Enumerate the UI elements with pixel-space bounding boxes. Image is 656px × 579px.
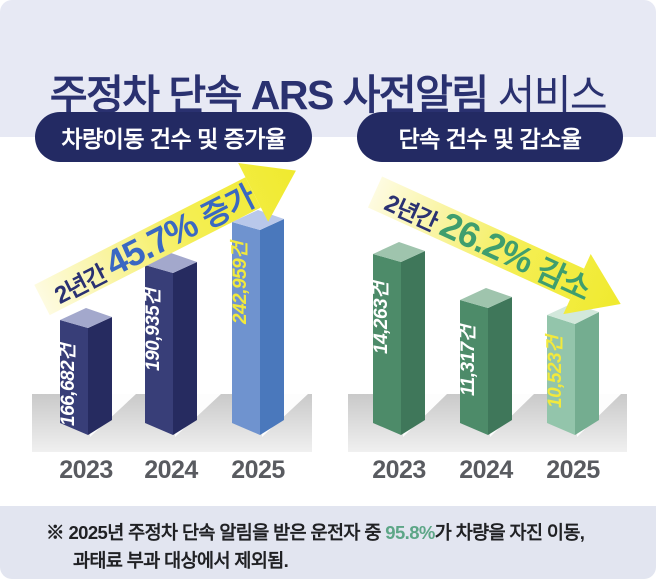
movement-bar-chart: 166,682건 190,935건 242,959건 2023 2024 202…	[32, 163, 312, 484]
movement-year-2025: 2025	[231, 456, 285, 484]
footnote: ※ 2025년 주정차 단속 알림을 받은 운전자 중 95.8%가 차량을 자…	[0, 506, 656, 579]
enforcement-chart-badge: 단속 건수 및 감소율	[357, 112, 623, 162]
footnote-line1-pre: 2025년 주정차 단속 알림을 받은 운전자 중	[68, 522, 386, 543]
movement-bar-2023: 166,682건	[57, 308, 112, 435]
page-title: 주정차 단속 ARS 사전알림 서비스	[0, 61, 656, 121]
footnote-marker: ※	[46, 522, 69, 543]
movement-year-2023: 2023	[59, 456, 113, 484]
movement-value-2024: 190,935건	[142, 286, 164, 371]
movement-chart-badge-label: 차량이동 건수 및 증가율	[61, 126, 286, 152]
footnote-line2: 과태료 부과 대상에서 제외됨.	[73, 549, 289, 571]
movement-year-2024: 2024	[144, 456, 198, 484]
footnote-line1: ※ 2025년 주정차 단속 알림을 받은 운전자 중 95.8%가 차량을 자…	[46, 519, 636, 547]
enforcement-year-2023: 2023	[372, 456, 426, 484]
enforcement-year-2025: 2025	[546, 456, 600, 484]
movement-bar-2025: 242,959건	[229, 210, 284, 435]
enforcement-bar-2025: 10,523건	[544, 303, 599, 435]
enforcement-bar-chart: 14,263건 11,317건 10,523건 2023 2024 2025 2…	[348, 176, 627, 484]
enforcement-value-2025: 10,523건	[544, 333, 566, 408]
decrease-arrow-value: 26.2%	[434, 204, 548, 285]
page-title-suffix: 서비스	[487, 72, 607, 119]
movement-chart-badge: 차량이동 건수 및 증가율	[35, 112, 312, 162]
enforcement-bar-2024: 11,317건	[457, 288, 512, 435]
page-title-main: 주정차 단속 ARS 사전알림	[49, 72, 489, 119]
footnote-highlight: 95.8%	[385, 522, 435, 543]
enforcement-year-2024: 2024	[459, 456, 513, 484]
enforcement-chart-badge-label: 단속 건수 및 감소율	[398, 126, 582, 152]
enforcement-value-2024: 11,317건	[457, 322, 479, 396]
movement-value-2025: 242,959건	[229, 239, 251, 325]
footnote-line1-post: 가 차량을 자진 이동,	[434, 522, 585, 543]
movement-bar-2024: 190,935건	[142, 253, 197, 435]
enforcement-bar-2023: 14,263건	[370, 242, 425, 435]
enforcement-value-2023: 14,263건	[370, 279, 392, 354]
movement-value-2023: 166,682건	[57, 341, 79, 426]
